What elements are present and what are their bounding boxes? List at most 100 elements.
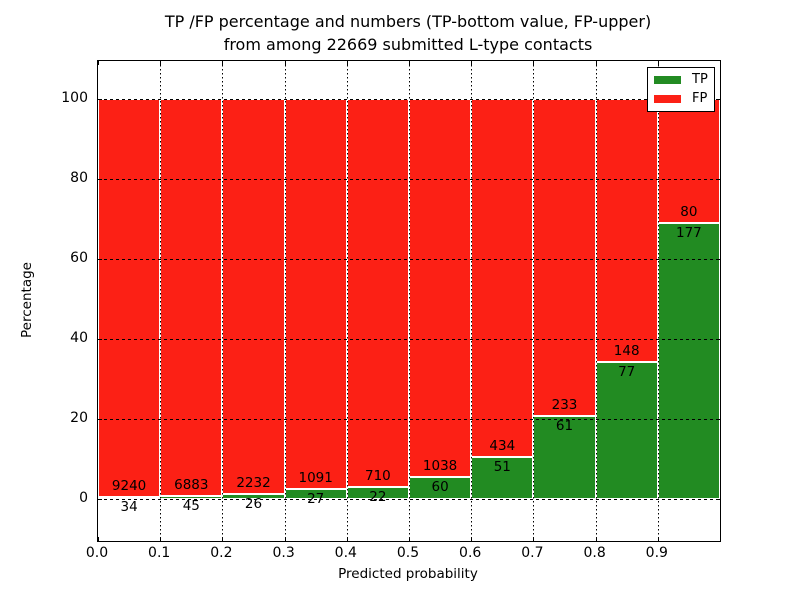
x-tick-label: 0.3 xyxy=(272,545,295,561)
x-tick-mark xyxy=(284,537,286,541)
x-tick-label: 0.6 xyxy=(459,545,482,561)
bar-segment-tp xyxy=(657,223,720,499)
fp-count-label: 233 xyxy=(551,396,578,413)
x-tick-mark-top xyxy=(657,61,659,65)
bar-segment-fp xyxy=(346,98,409,487)
tp-count-label: 51 xyxy=(493,458,511,475)
y-tick-mark xyxy=(98,178,102,180)
x-tick-mark xyxy=(222,537,224,541)
x-tick-mark xyxy=(595,537,597,541)
chart-title: TP /FP percentage and numbers (TP-bottom… xyxy=(97,10,719,56)
x-tick-mark xyxy=(409,537,410,541)
bar-segment-fp xyxy=(657,98,720,224)
fp-count-label: 80 xyxy=(680,204,698,221)
y-tick-label: 40 xyxy=(70,329,88,346)
y-axis-label: Percentage xyxy=(19,262,35,338)
legend-swatch-fp xyxy=(654,94,681,103)
x-tick-mark-top xyxy=(471,61,473,65)
bar-segment-tp xyxy=(595,361,658,499)
bar-segment-fp xyxy=(160,98,223,496)
tp-count-label: 45 xyxy=(182,498,200,514)
legend-item: TP xyxy=(654,73,708,87)
x-tick-mark-top xyxy=(98,61,99,65)
y-tick-label: 100 xyxy=(61,89,88,106)
y-tick-mark xyxy=(98,498,102,500)
tp-count-label: 34 xyxy=(120,499,138,516)
x-tick-mark-top xyxy=(346,61,348,65)
y-tick-mark xyxy=(98,338,102,340)
tp-count-label: 177 xyxy=(676,225,702,242)
bar-segment-tp xyxy=(533,415,596,499)
fp-count-label: 1038 xyxy=(422,457,458,474)
y-tick-mark-right xyxy=(716,178,720,180)
x-tick-label: 0.7 xyxy=(521,545,544,561)
vertical-gridline xyxy=(222,61,224,541)
plot-area: 9240 34 6883 45 2232 26 1091 27 710 22 1038 60 434 51… xyxy=(97,60,721,542)
vertical-gridline xyxy=(595,61,597,541)
y-tick-label: 0 xyxy=(79,489,88,506)
fp-count-label: 434 xyxy=(489,437,516,454)
bar-segment-fp xyxy=(98,98,161,498)
x-axis-label: Predicted probability xyxy=(338,566,478,582)
y-tick-mark-right xyxy=(716,258,720,260)
vertical-gridline xyxy=(346,61,348,541)
y-tick-mark xyxy=(98,258,102,260)
vertical-gridline xyxy=(657,61,659,541)
tp-count-label: 22 xyxy=(369,488,387,505)
y-tick-mark-right xyxy=(716,338,720,340)
x-tick-mark-top xyxy=(160,61,162,65)
fp-count-label: 148 xyxy=(613,342,640,359)
x-tick-mark xyxy=(160,537,162,541)
tp-count-label: 61 xyxy=(555,417,574,434)
x-tick-mark-top xyxy=(409,61,410,65)
fp-count-label: 6883 xyxy=(174,477,209,493)
legend-item: FP xyxy=(654,90,708,106)
y-tick-label: 20 xyxy=(70,409,88,426)
legend-swatch-tp xyxy=(654,76,681,85)
x-tick-label: 0.0 xyxy=(85,545,109,561)
tp-count-label: 60 xyxy=(431,478,449,495)
vertical-gridline xyxy=(533,61,535,541)
legend-label: FP xyxy=(692,90,708,106)
vertical-gridline xyxy=(409,61,410,541)
bar-segment-fp xyxy=(409,98,472,477)
vertical-gridline xyxy=(160,61,162,541)
y-tick-mark-right xyxy=(716,498,720,500)
x-tick-mark xyxy=(657,537,659,541)
chart-title-line-2: from among 22669 submitted L-type contac… xyxy=(223,35,593,54)
x-tick-label: 0.2 xyxy=(210,545,233,561)
x-tick-label: 0.8 xyxy=(583,545,606,561)
fp-count-label: 710 xyxy=(365,467,391,484)
bar-segment-fp xyxy=(595,98,658,362)
fp-count-label: 9240 xyxy=(111,478,147,495)
x-tick-mark-top xyxy=(595,61,597,65)
tp-count-label: 77 xyxy=(618,363,636,380)
y-tick-label: 60 xyxy=(70,249,88,266)
bar-segment-fp xyxy=(222,98,285,494)
x-tick-label: 0.4 xyxy=(334,545,357,561)
bar-segment-fp xyxy=(284,98,347,489)
x-tick-mark xyxy=(471,537,473,541)
chart-title-line-1: TP /FP percentage and numbers (TP-bottom… xyxy=(164,12,652,31)
tp-count-label: 26 xyxy=(244,495,263,512)
y-tick-mark xyxy=(98,98,102,100)
x-tick-mark xyxy=(98,537,99,541)
x-tick-label: 0.9 xyxy=(645,545,668,561)
legend-label: TP xyxy=(692,72,708,88)
y-tick-mark-right xyxy=(716,418,720,420)
x-tick-mark-top xyxy=(284,61,286,65)
y-tick-mark-right xyxy=(716,98,720,100)
fp-count-label: 2232 xyxy=(236,474,271,491)
bar-segment-tp xyxy=(471,456,534,499)
x-tick-label: 0.5 xyxy=(396,545,420,561)
y-tick-label: 80 xyxy=(70,169,88,186)
x-tick-label: 0.1 xyxy=(148,545,171,561)
tp-count-label: 27 xyxy=(307,490,325,507)
vertical-gridline xyxy=(471,61,473,541)
x-tick-mark-top xyxy=(533,61,535,65)
x-tick-mark xyxy=(533,537,535,541)
legend: TP FP xyxy=(647,67,715,112)
bar-segment-fp xyxy=(471,98,534,457)
x-tick-mark xyxy=(346,537,348,541)
